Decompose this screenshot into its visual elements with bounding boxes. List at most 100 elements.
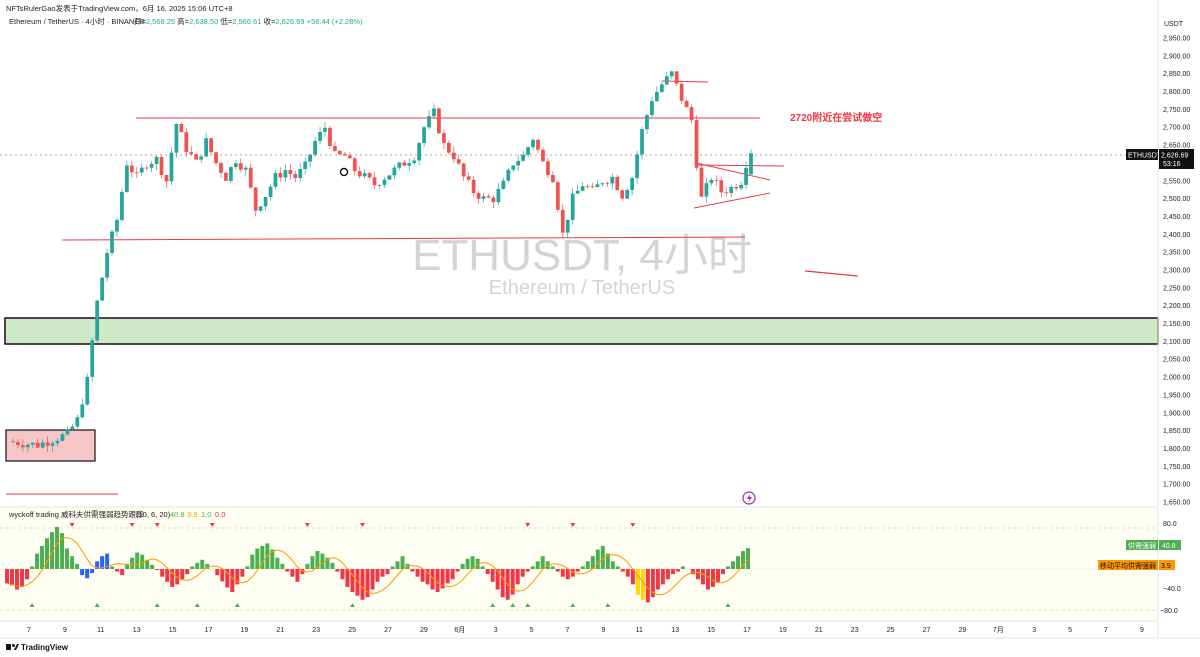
indicator-bar <box>40 545 45 569</box>
candle-body <box>625 189 630 199</box>
candle-body <box>446 142 451 153</box>
candle-body <box>115 220 119 232</box>
indicator-value-4: 0.0 <box>215 510 225 519</box>
indicator-bar <box>305 563 310 569</box>
candle-body <box>466 176 471 180</box>
candle-body <box>268 186 273 198</box>
indicator-name[interactable]: wyckoff trading 威科夫供需强弱趋势跟踪 <box>8 509 144 519</box>
indicator-bar <box>175 569 180 585</box>
high-line[interactable] <box>661 80 709 83</box>
indicator-axis: 80.0 −40.0 −80.0 供需强弱 40.8 移动平均供需强弱 3.9 <box>1098 521 1181 615</box>
symbol-tag: ETHUSDT <box>1128 153 1162 160</box>
time-label: 3 <box>1032 627 1036 634</box>
candle-body <box>655 91 659 102</box>
indicator-bar <box>315 551 320 569</box>
candle-body <box>595 184 600 187</box>
time-label: 25 <box>887 627 895 634</box>
candle-body <box>174 123 179 153</box>
breakout-line[interactable] <box>695 164 785 167</box>
target-stroke[interactable] <box>804 270 859 277</box>
indicator-value-3: 1.0 <box>201 510 211 519</box>
candle-body <box>630 178 635 190</box>
ohlc-label-0: 开= <box>134 17 146 26</box>
candle-body <box>402 162 407 166</box>
indicator-bar <box>605 553 610 569</box>
sell-marker <box>129 523 135 527</box>
triangle-upper[interactable] <box>695 162 771 181</box>
support-line[interactable] <box>61 236 746 241</box>
indicator-bar <box>165 569 170 582</box>
tradingview-logo[interactable]: TradingView <box>6 643 69 652</box>
candle-body <box>75 417 80 427</box>
candle-body <box>144 167 149 169</box>
time-label: 7月 <box>993 626 1004 634</box>
indicator-bar <box>240 569 245 577</box>
indicator-bar <box>190 566 195 569</box>
indicator-bar <box>320 553 325 569</box>
price-tick: 2,050.00 <box>1163 357 1190 364</box>
candle-body <box>719 180 724 193</box>
time-label: 7 <box>27 627 31 634</box>
time-label: 19 <box>241 627 249 634</box>
price-tag-bg <box>1159 149 1194 160</box>
indicator-bar <box>130 557 135 569</box>
indicator-bar <box>675 569 680 572</box>
lightning-icon[interactable] <box>742 491 756 505</box>
indicator-bar <box>235 569 240 585</box>
candle-body <box>689 107 694 121</box>
indicator-bar <box>715 569 720 582</box>
indicator-bar <box>520 569 525 577</box>
candle-body <box>704 183 709 197</box>
time-axis[interactable]: 7 9 11 13 15 17 19 21 23 25 27 29 6月 3 5 7 9 11 13 15 17 19 21… <box>27 626 1144 634</box>
time-label: 3 <box>494 627 498 634</box>
indicator-bar <box>90 569 95 574</box>
tag-strength-bg <box>1126 540 1158 550</box>
symbol-line[interactable]: Ethereum / TetherUS · 4小时 · BINANCE <box>9 16 145 26</box>
triangle-lower[interactable] <box>693 192 771 209</box>
candle-body <box>437 108 441 134</box>
price-tick: 2,100.00 <box>1163 339 1190 346</box>
indicator-bar <box>415 569 420 577</box>
candle-body <box>516 160 521 166</box>
candle-body <box>40 442 45 448</box>
indicator-bar <box>550 566 555 569</box>
indicator-bar <box>185 569 190 575</box>
candle-body <box>179 123 184 133</box>
indicator-bar <box>365 569 370 598</box>
indicator-bar <box>720 569 725 575</box>
candle-body <box>337 150 342 155</box>
indicator-legend: wyckoff trading 威科夫供需强弱趋势跟踪 (10, 6, 20) … <box>8 509 225 519</box>
indicator-bar <box>745 548 751 569</box>
indicator-bar <box>375 569 380 582</box>
candle-body <box>323 127 327 132</box>
indicator-bar <box>225 569 230 588</box>
candle-body <box>347 155 352 159</box>
price-tick: 2,350.00 <box>1163 250 1190 257</box>
time-label: 13 <box>671 627 679 634</box>
indicator-bar <box>625 569 630 577</box>
ohlc-label-1: 高= <box>175 16 190 26</box>
indicator-bar <box>510 569 515 595</box>
candle-body <box>541 149 545 162</box>
indicator-bar <box>350 569 355 593</box>
candle-body <box>709 179 714 184</box>
indicator-bar <box>555 569 560 572</box>
candles-group <box>11 70 753 453</box>
indicator-bar <box>260 545 265 569</box>
buy-marker <box>349 603 355 607</box>
time-label: 27 <box>384 627 392 634</box>
candle-body <box>729 187 734 193</box>
annotation-text: 2720附近在尝试做空 <box>790 111 882 124</box>
sell-marker <box>359 523 365 527</box>
ohlc-change: +58.44 (+2.28%) <box>305 17 363 26</box>
buy-marker <box>29 603 35 607</box>
price-tick: 2,250.00 <box>1163 285 1190 292</box>
indicator-bar <box>275 557 280 569</box>
candle-body <box>546 161 550 176</box>
indicator-bar <box>620 569 625 572</box>
candle-body <box>313 140 317 155</box>
indicator-bar <box>635 569 640 595</box>
tag-strength-value: 40.8 <box>1162 543 1176 550</box>
candle-body <box>481 196 486 199</box>
